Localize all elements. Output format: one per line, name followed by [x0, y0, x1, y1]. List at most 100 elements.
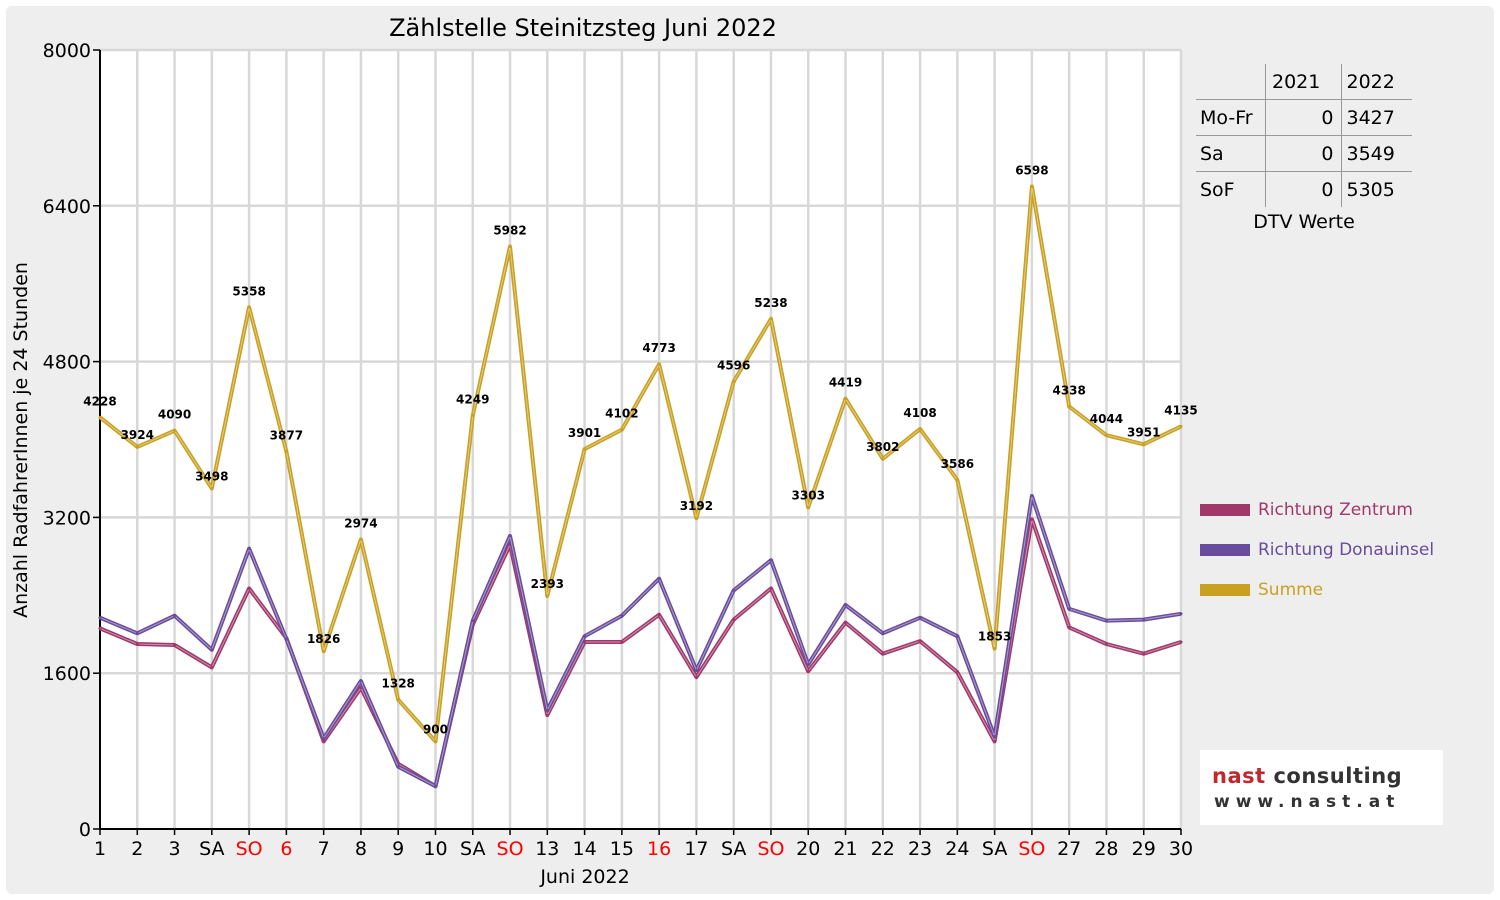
dtv-row-label: Sa [1196, 135, 1266, 172]
data-point [694, 516, 698, 520]
y-tick-label: 8000 [43, 40, 91, 62]
data-point [247, 547, 251, 551]
data-point [545, 594, 549, 598]
data-point [620, 428, 624, 432]
data-label: 4102 [605, 407, 638, 421]
data-point [1142, 618, 1146, 622]
data-point [1030, 185, 1034, 189]
x-tick-labels: 1 2 3 SA SO 6 7 8 9 10 SA SO 13 14 15 16 17 SA SO 20 21 22 23 2… [94, 838, 1193, 860]
y-tick-label: 3200 [43, 507, 91, 529]
logo-name-part1: nast [1212, 764, 1266, 788]
y-tick-label: 4800 [43, 352, 91, 374]
data-point [98, 626, 102, 630]
data-point [881, 652, 885, 656]
data-point [173, 614, 177, 618]
x-tick-label: 10 [423, 838, 447, 860]
x-tick-label: 23 [908, 838, 932, 860]
legend-item: Richtung Zentrum [1200, 490, 1434, 530]
data-point [769, 317, 773, 321]
y-tick-labels: 0 1600 3200 4800 6400 8000 [43, 40, 91, 841]
data-label: 3901 [568, 426, 601, 440]
data-point [1142, 652, 1146, 656]
x-tick-label: 27 [1057, 838, 1081, 860]
data-label: 3802 [866, 440, 899, 454]
data-point [1104, 433, 1108, 437]
data-label: 4108 [903, 406, 936, 420]
x-tick-label: 7 [318, 838, 330, 860]
data-point [322, 736, 326, 740]
legend-item: Richtung Donauinsel [1200, 530, 1434, 570]
data-label: 4090 [158, 408, 191, 422]
data-label: 4044 [1090, 412, 1123, 426]
data-label: 4249 [456, 392, 489, 406]
dtv-header-2021: 2021 [1264, 64, 1342, 100]
legend-swatch [1200, 504, 1250, 516]
x-tick-label: 14 [572, 838, 596, 860]
data-label: 4596 [717, 358, 750, 372]
legend-swatch [1200, 584, 1250, 596]
data-label: 1853 [978, 630, 1011, 644]
x-tick-label: 15 [610, 838, 634, 860]
y-tick-label: 0 [79, 819, 91, 841]
data-point [657, 577, 661, 581]
data-label: 4338 [1052, 384, 1085, 398]
chart-title: Zählstelle Steinitzsteg Juni 2022 [389, 14, 777, 42]
dtv-table: 2021 2022 Mo-Fr 0 3427 Sa 0 3549 SoF 0 5… [1196, 64, 1412, 233]
x-tick-label: 30 [1169, 838, 1193, 860]
legend-label: Richtung Donauinsel [1258, 540, 1435, 560]
data-label: 4419 [829, 376, 862, 390]
data-label: 3877 [270, 428, 303, 442]
data-point [396, 698, 400, 702]
legend-label: Summe [1258, 580, 1324, 600]
data-label: 3303 [792, 488, 825, 502]
data-point [769, 558, 773, 562]
data-label: 5238 [754, 296, 787, 310]
data-label: 4228 [83, 394, 116, 408]
data-point [732, 379, 736, 383]
data-point [732, 618, 736, 622]
x-tick-label: 8 [355, 838, 367, 860]
data-point [955, 478, 959, 482]
x-tick-label: 29 [1132, 838, 1156, 860]
dtv-row-label: Mo-Fr [1196, 99, 1266, 136]
y-axis-label: Anzahl RadfahrerInnen je 24 Stunden [10, 262, 32, 618]
data-point [173, 429, 177, 433]
data-point [210, 486, 214, 490]
data-point [1030, 494, 1034, 498]
data-label: 3924 [121, 428, 154, 442]
dtv-row: SoF 0 5305 [1196, 171, 1412, 207]
data-point [322, 739, 326, 743]
data-point [98, 616, 102, 620]
data-point [433, 739, 437, 743]
data-point [545, 708, 549, 712]
data-point [918, 616, 922, 620]
data-label: 4135 [1164, 403, 1197, 417]
x-tick-label: 17 [684, 838, 708, 860]
dtv-row-2022: 3427 [1341, 99, 1412, 136]
data-point [545, 713, 549, 717]
legend-item: Summe [1200, 570, 1434, 610]
x-tick-label: SA [199, 838, 224, 860]
data-label: 2393 [531, 577, 564, 591]
data-point [955, 670, 959, 674]
data-point [583, 634, 587, 638]
data-point [1179, 424, 1183, 428]
data-point [732, 588, 736, 592]
series-lines [98, 184, 1183, 789]
legend-label: Richtung Zentrum [1258, 500, 1413, 520]
x-tick-label: SO [497, 838, 524, 860]
data-point [1104, 642, 1108, 646]
data-point [844, 603, 848, 607]
data-point [694, 668, 698, 672]
data-point [433, 784, 437, 788]
data-point [359, 537, 363, 541]
x-tick-label: SO [757, 838, 784, 860]
data-point [508, 245, 512, 249]
data-point [322, 649, 326, 653]
x-tick-label: 1 [94, 838, 106, 860]
x-tick-label: 22 [871, 838, 895, 860]
data-point [247, 305, 251, 309]
data-point [1179, 640, 1183, 644]
x-tick-label: 3 [169, 838, 181, 860]
